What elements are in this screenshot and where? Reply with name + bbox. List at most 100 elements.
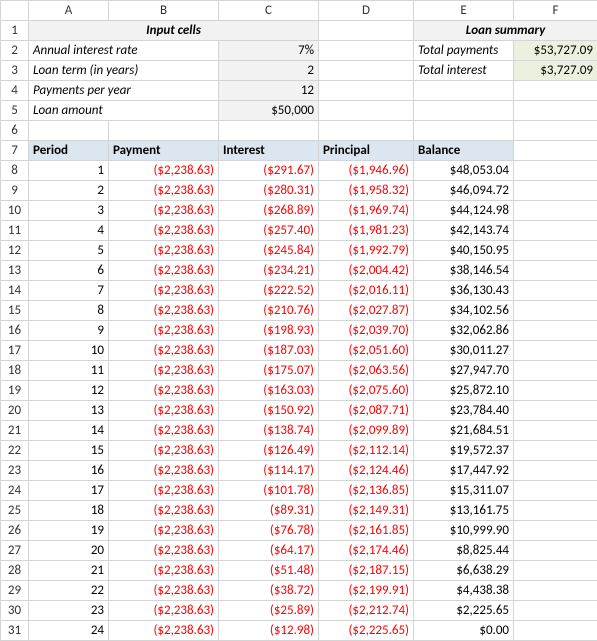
row-header-20[interactable]: 20 [1,401,29,421]
cell-payment[interactable]: ($2,238.63) [109,601,219,621]
amount-value[interactable]: $50,000 [219,101,319,121]
cell-interest[interactable]: ($138.74) [219,421,319,441]
cell-principal[interactable]: ($2,161.85) [319,521,414,541]
row-header-13[interactable]: 13 [1,261,29,281]
row-header-4[interactable]: 4 [1,81,29,101]
cell-payment[interactable]: ($2,238.63) [109,161,219,181]
cell-principal[interactable]: ($2,039.70) [319,321,414,341]
cell-balance[interactable]: $0.00 [414,621,514,641]
cell-interest[interactable]: ($280.31) [219,181,319,201]
cell-interest[interactable]: ($234.21) [219,261,319,281]
row-header-9[interactable]: 9 [1,181,29,201]
cell-payment[interactable]: ($2,238.63) [109,441,219,461]
cell-period[interactable]: 3 [29,201,109,221]
cell-principal[interactable]: ($2,199.91) [319,581,414,601]
row-header-10[interactable]: 10 [1,201,29,221]
row-header-31[interactable]: 31 [1,621,29,641]
cell-balance[interactable]: $19,572.37 [414,441,514,461]
cell-balance[interactable]: $38,146.54 [414,261,514,281]
cell-period[interactable]: 5 [29,241,109,261]
cell-payment[interactable]: ($2,238.63) [109,461,219,481]
cell-payment[interactable]: ($2,238.63) [109,321,219,341]
cell-interest[interactable]: ($76.78) [219,521,319,541]
cell-principal[interactable]: ($2,004.42) [319,261,414,281]
cell-interest[interactable]: ($126.49) [219,441,319,461]
cell-balance[interactable]: $46,094.72 [414,181,514,201]
cell-principal[interactable]: ($2,027.87) [319,301,414,321]
column-header-d[interactable]: D [319,1,414,21]
cell-period[interactable]: 1 [29,161,109,181]
cell-balance[interactable]: $15,311.07 [414,481,514,501]
cell-period[interactable]: 22 [29,581,109,601]
cell-interest[interactable]: ($25.89) [219,601,319,621]
cell-payment[interactable]: ($2,238.63) [109,181,219,201]
cell-payment[interactable]: ($2,238.63) [109,341,219,361]
row-header-18[interactable]: 18 [1,361,29,381]
row-header-19[interactable]: 19 [1,381,29,401]
cell-period[interactable]: 4 [29,221,109,241]
row-header-11[interactable]: 11 [1,221,29,241]
cell-principal[interactable]: ($2,225.65) [319,621,414,641]
cell-principal[interactable]: ($2,136.85) [319,481,414,501]
cell-interest[interactable]: ($51.48) [219,561,319,581]
spreadsheet[interactable]: ABCDEF1Input cellsLoan summary2Annual in… [0,0,597,641]
cell-period[interactable]: 19 [29,521,109,541]
cell-interest[interactable]: ($175.07) [219,361,319,381]
cell-payment[interactable]: ($2,238.63) [109,501,219,521]
row-header-30[interactable]: 30 [1,601,29,621]
cell-principal[interactable]: ($2,063.56) [319,361,414,381]
row-header-16[interactable]: 16 [1,321,29,341]
cell-period[interactable]: 23 [29,601,109,621]
cell-period[interactable]: 15 [29,441,109,461]
cell-period[interactable]: 24 [29,621,109,641]
row-header-23[interactable]: 23 [1,461,29,481]
ppy-value[interactable]: 12 [219,81,319,101]
cell-principal[interactable]: ($2,075.60) [319,381,414,401]
cell-balance[interactable]: $44,124.98 [414,201,514,221]
row-header-1[interactable]: 1 [1,21,29,41]
cell-payment[interactable]: ($2,238.63) [109,561,219,581]
cell-principal[interactable]: ($1,958.32) [319,181,414,201]
row-header-3[interactable]: 3 [1,61,29,81]
cell-interest[interactable]: ($268.89) [219,201,319,221]
cell-interest[interactable]: ($245.84) [219,241,319,261]
row-header-28[interactable]: 28 [1,561,29,581]
cell-payment[interactable]: ($2,238.63) [109,401,219,421]
cell-period[interactable]: 17 [29,481,109,501]
cell-period[interactable]: 13 [29,401,109,421]
cell-balance[interactable]: $6,638.29 [414,561,514,581]
cell-period[interactable]: 18 [29,501,109,521]
cell-principal[interactable]: ($1,969.74) [319,201,414,221]
row-header-25[interactable]: 25 [1,501,29,521]
cell-principal[interactable]: ($2,051.60) [319,341,414,361]
cell-interest[interactable]: ($222.52) [219,281,319,301]
cell-principal[interactable]: ($2,087.71) [319,401,414,421]
cell-period[interactable]: 8 [29,301,109,321]
cell-principal[interactable]: ($2,187.15) [319,561,414,581]
cell-payment[interactable]: ($2,238.63) [109,301,219,321]
cell-balance[interactable]: $42,143.74 [414,221,514,241]
cell-payment[interactable]: ($2,238.63) [109,261,219,281]
cell-period[interactable]: 6 [29,261,109,281]
cell-period[interactable]: 2 [29,181,109,201]
row-header-2[interactable]: 2 [1,41,29,61]
cell-balance[interactable]: $25,872.10 [414,381,514,401]
cell-principal[interactable]: ($1,946.96) [319,161,414,181]
cell-interest[interactable]: ($12.98) [219,621,319,641]
cell-period[interactable]: 16 [29,461,109,481]
row-header-21[interactable]: 21 [1,421,29,441]
row-header-22[interactable]: 22 [1,441,29,461]
cell-balance[interactable]: $13,161.75 [414,501,514,521]
row-header-15[interactable]: 15 [1,301,29,321]
row-header-5[interactable]: 5 [1,101,29,121]
cell-payment[interactable]: ($2,238.63) [109,281,219,301]
cell-principal[interactable]: ($2,174.46) [319,541,414,561]
cell-balance[interactable]: $27,947.70 [414,361,514,381]
cell-principal[interactable]: ($2,099.89) [319,421,414,441]
cell-period[interactable]: 21 [29,561,109,581]
cell-period[interactable]: 20 [29,541,109,561]
cell-balance[interactable]: $30,011.27 [414,341,514,361]
cell-interest[interactable]: ($38.72) [219,581,319,601]
cell-interest[interactable]: ($64.17) [219,541,319,561]
cell-interest[interactable]: ($187.03) [219,341,319,361]
